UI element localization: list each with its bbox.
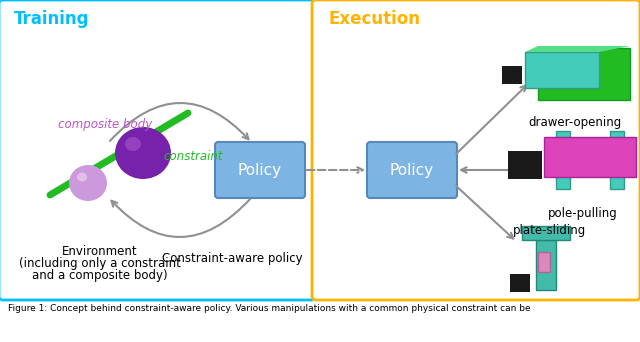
FancyBboxPatch shape [538, 252, 550, 272]
FancyBboxPatch shape [0, 0, 315, 300]
Text: Training: Training [14, 10, 90, 28]
Text: Policy: Policy [390, 162, 434, 177]
FancyBboxPatch shape [522, 226, 570, 240]
FancyBboxPatch shape [525, 52, 599, 88]
FancyBboxPatch shape [556, 131, 570, 189]
Polygon shape [525, 46, 630, 52]
Text: Execution: Execution [328, 10, 420, 28]
Polygon shape [502, 66, 522, 84]
Text: (including only a constraint: (including only a constraint [19, 257, 181, 270]
Text: constraint: constraint [163, 150, 223, 163]
Text: composite body: composite body [58, 118, 152, 131]
FancyBboxPatch shape [544, 137, 636, 177]
FancyBboxPatch shape [215, 142, 305, 198]
FancyBboxPatch shape [538, 48, 630, 100]
Ellipse shape [69, 165, 107, 201]
Text: Figure 1: Concept behind constraint-aware policy. Various manipulations with a c: Figure 1: Concept behind constraint-awar… [8, 304, 531, 313]
Ellipse shape [77, 172, 87, 182]
Ellipse shape [115, 127, 171, 179]
FancyBboxPatch shape [367, 142, 457, 198]
Text: Constraint-aware policy: Constraint-aware policy [162, 252, 302, 265]
Text: and a composite body): and a composite body) [32, 269, 168, 282]
Polygon shape [510, 274, 530, 292]
Text: Policy: Policy [238, 162, 282, 177]
Text: Environment: Environment [62, 245, 138, 258]
FancyBboxPatch shape [536, 240, 556, 290]
Text: plate-sliding: plate-sliding [513, 224, 587, 237]
Text: drawer-opening: drawer-opening [529, 116, 621, 129]
FancyBboxPatch shape [610, 131, 624, 189]
Text: pole-pulling: pole-pulling [548, 207, 618, 220]
Polygon shape [508, 151, 542, 179]
Ellipse shape [125, 137, 141, 151]
FancyBboxPatch shape [312, 0, 640, 300]
